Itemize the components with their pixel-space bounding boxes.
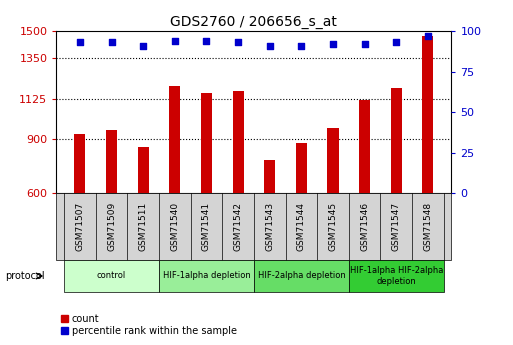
Point (392, 40, 401, 45)
Text: HIF-1alpha depletion: HIF-1alpha depletion (163, 272, 250, 280)
Point (202, 38, 210, 43)
Bar (106, 130, 117, 193)
Text: GSM71511: GSM71511 (139, 202, 148, 252)
Bar (264, 160, 275, 193)
Bar (391, 88, 402, 193)
Point (266, 43, 274, 48)
Point (171, 38, 179, 43)
Text: GSM71542: GSM71542 (233, 202, 243, 252)
Point (76, 40, 84, 45)
Bar (137, 147, 149, 193)
Point (139, 43, 147, 48)
Point (234, 40, 242, 45)
Title: GDS2760 / 206656_s_at: GDS2760 / 206656_s_at (170, 14, 338, 29)
Text: GSM71546: GSM71546 (360, 202, 369, 252)
Bar (327, 128, 339, 193)
Bar (232, 90, 244, 193)
Text: control: control (97, 272, 126, 280)
Bar (169, 86, 181, 193)
Bar (296, 143, 307, 193)
Text: GSM71541: GSM71541 (202, 202, 211, 252)
Text: HIF-1alpha HIF-2alpha
depletion: HIF-1alpha HIF-2alpha depletion (350, 266, 443, 286)
Text: protocol: protocol (5, 271, 45, 281)
Text: GSM71507: GSM71507 (75, 202, 85, 252)
Point (329, 41, 337, 47)
Text: GSM71543: GSM71543 (265, 202, 274, 252)
Bar (359, 100, 370, 193)
Text: GSM71548: GSM71548 (423, 202, 432, 252)
Bar (201, 93, 212, 193)
Point (361, 41, 369, 47)
Point (424, 33, 432, 39)
Text: GSM71540: GSM71540 (170, 202, 180, 252)
Text: GSM71545: GSM71545 (328, 202, 338, 252)
Bar (74, 134, 86, 193)
Point (107, 40, 115, 45)
Text: GSM71509: GSM71509 (107, 202, 116, 252)
Text: GSM71547: GSM71547 (392, 202, 401, 252)
Bar (422, 37, 433, 193)
Text: HIF-2alpha depletion: HIF-2alpha depletion (258, 272, 345, 280)
Point (298, 43, 306, 48)
Legend: count, percentile rank within the sample: count, percentile rank within the sample (61, 314, 237, 336)
Text: GSM71544: GSM71544 (297, 202, 306, 252)
